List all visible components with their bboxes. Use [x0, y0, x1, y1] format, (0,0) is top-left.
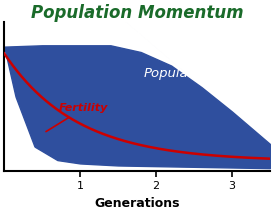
Text: Fertility: Fertility: [46, 103, 108, 132]
X-axis label: Generations: Generations: [94, 197, 180, 210]
Text: Population: Population: [144, 67, 214, 80]
Title: Population Momentum: Population Momentum: [31, 4, 243, 22]
